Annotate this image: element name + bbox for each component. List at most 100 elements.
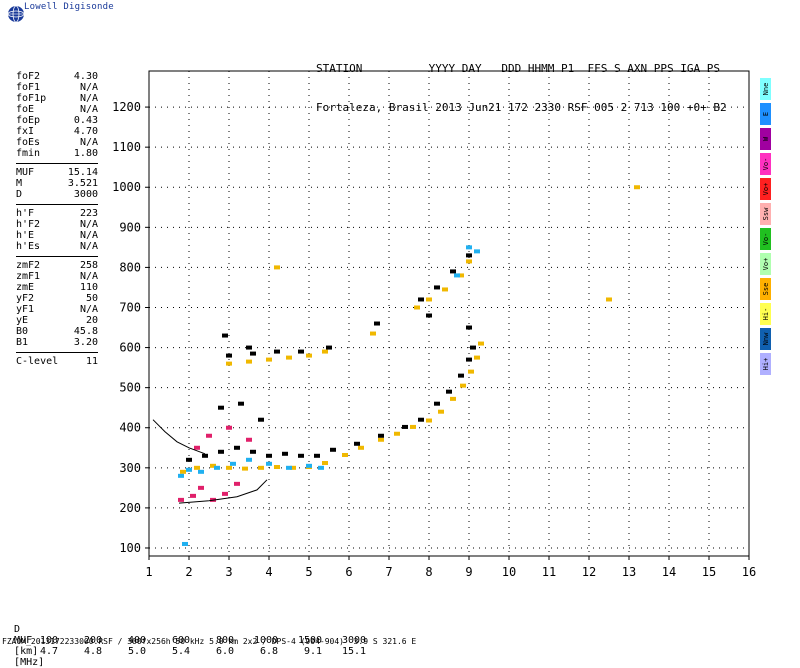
- param-row: fmin 1.80: [16, 148, 98, 159]
- y-tick-label: 400: [119, 421, 141, 435]
- x-axis-ticks: 1 2 3 4 5 6 7 8 9 10 11 12 13 14 15 16: [145, 556, 756, 579]
- param-value: N/A: [79, 104, 98, 115]
- model-profile-curve: [178, 479, 268, 504]
- param-row: foEs N/A: [16, 137, 98, 148]
- echo-mark: [474, 249, 480, 254]
- echo-mark: [298, 349, 304, 354]
- param-key: yE: [16, 315, 29, 326]
- x-tick-label: 12: [582, 565, 596, 579]
- echo-mark: [466, 259, 472, 264]
- muf-label: MUF: [14, 635, 33, 646]
- param-key: h'F2: [16, 219, 41, 230]
- legend-swatch: E: [760, 103, 771, 125]
- param-row: B0 45.8: [16, 326, 98, 337]
- muf-frequency-value: 5.4: [171, 646, 191, 657]
- muf-frequency-value: 4.7: [39, 646, 59, 657]
- echo-mark: [290, 465, 296, 470]
- param-row: foEp 0.43: [16, 115, 98, 126]
- param-separator: [16, 352, 98, 353]
- echo-mark: [474, 355, 480, 360]
- param-key: foF1: [16, 82, 41, 93]
- echo-mark: [234, 445, 240, 450]
- echo-mark: [414, 305, 420, 310]
- legend-swatch: W: [760, 128, 771, 150]
- x-tick-label: 10: [502, 565, 516, 579]
- muf-distance-value: 100: [39, 635, 59, 646]
- x-tick-label: 16: [742, 565, 756, 579]
- echo-mark: [314, 453, 320, 458]
- y-tick-label: 900: [119, 220, 141, 234]
- x-tick-label: 1: [145, 565, 152, 579]
- param-value: N/A: [79, 241, 98, 252]
- param-row: h'E N/A: [16, 230, 98, 241]
- y-axis-ticks: 100 200 300 400 500 600 700 800 900 1000 1100 1200: [112, 100, 149, 555]
- echo-mark: [230, 461, 236, 466]
- echo-mark: [394, 431, 400, 436]
- param-value: 4.30: [73, 71, 98, 82]
- y-tick-label: 300: [119, 461, 141, 475]
- x-tick-label: 11: [542, 565, 556, 579]
- param-value: 110: [79, 282, 98, 293]
- polarization-legend: Nne E W Vo- Vo+ Ssw Vo- Vo+ Sse Hi- Nnw Hi+: [760, 78, 771, 378]
- echo-mark: [282, 451, 288, 456]
- param-row: h'F 223: [16, 208, 98, 219]
- echo-mark: [218, 405, 224, 410]
- echo-mark: [634, 185, 640, 190]
- echo-mark: [286, 465, 292, 470]
- echo-mark: [458, 373, 464, 378]
- echo-mark: [246, 437, 252, 442]
- echo-marks: [178, 185, 640, 546]
- echo-mark: [466, 245, 472, 250]
- echo-mark: [354, 441, 360, 446]
- echo-mark: [242, 466, 248, 471]
- param-row: zmF2 258: [16, 260, 98, 271]
- param-key: foF1p: [16, 93, 47, 104]
- param-key: zmF1: [16, 271, 41, 282]
- muf-distance-value: 600: [171, 635, 191, 646]
- param-row: foF1p N/A: [16, 93, 98, 104]
- legend-swatch: Sse: [760, 278, 771, 300]
- echo-mark: [198, 469, 204, 474]
- muf-frequency-value: 15.1: [341, 646, 367, 657]
- echo-mark: [226, 425, 232, 430]
- echo-mark: [342, 452, 348, 457]
- param-row: MUF 15.14: [16, 167, 98, 178]
- plot-frame: [148, 70, 750, 557]
- x-tick-label: 5: [305, 565, 312, 579]
- echo-mark: [182, 541, 188, 546]
- echo-mark: [250, 449, 256, 454]
- param-key: D: [16, 189, 23, 200]
- param-row: foE N/A: [16, 104, 98, 115]
- param-value: 3.521: [67, 178, 98, 189]
- echo-mark: [238, 401, 244, 406]
- muf-distance-value: 3000: [341, 635, 367, 646]
- echo-mark: [374, 321, 380, 326]
- echo-mark: [214, 465, 220, 470]
- param-separator: [16, 204, 98, 205]
- param-row: yF2 50: [16, 293, 98, 304]
- legend-swatch: Hi+: [760, 353, 771, 375]
- echo-mark: [202, 453, 208, 458]
- echo-mark: [470, 345, 476, 350]
- echo-mark: [222, 491, 228, 496]
- x-tick-label: 14: [662, 565, 676, 579]
- echo-mark: [454, 273, 460, 278]
- echo-mark: [186, 467, 192, 472]
- param-value: 11: [85, 356, 98, 367]
- muf-distance-value: 1500: [297, 635, 323, 646]
- param-key: foF2: [16, 71, 41, 82]
- echo-mark: [178, 473, 184, 478]
- file-info-footer: FZA0M_2013172233000.RSF / 300fx256h 50 k…: [2, 637, 417, 646]
- param-value: 3000: [73, 189, 98, 200]
- echo-mark: [206, 433, 212, 438]
- param-value: N/A: [79, 93, 98, 104]
- param-key: zmF2: [16, 260, 41, 271]
- param-key: h'Es: [16, 241, 41, 252]
- grid-lines: [149, 71, 749, 556]
- echo-mark: [466, 325, 472, 330]
- x-tick-label: 6: [345, 565, 352, 579]
- muf-frequency-value: 6.8: [259, 646, 279, 657]
- x-tick-label: 15: [702, 565, 716, 579]
- echo-mark: [460, 383, 466, 388]
- x-tick-label: 4: [265, 565, 272, 579]
